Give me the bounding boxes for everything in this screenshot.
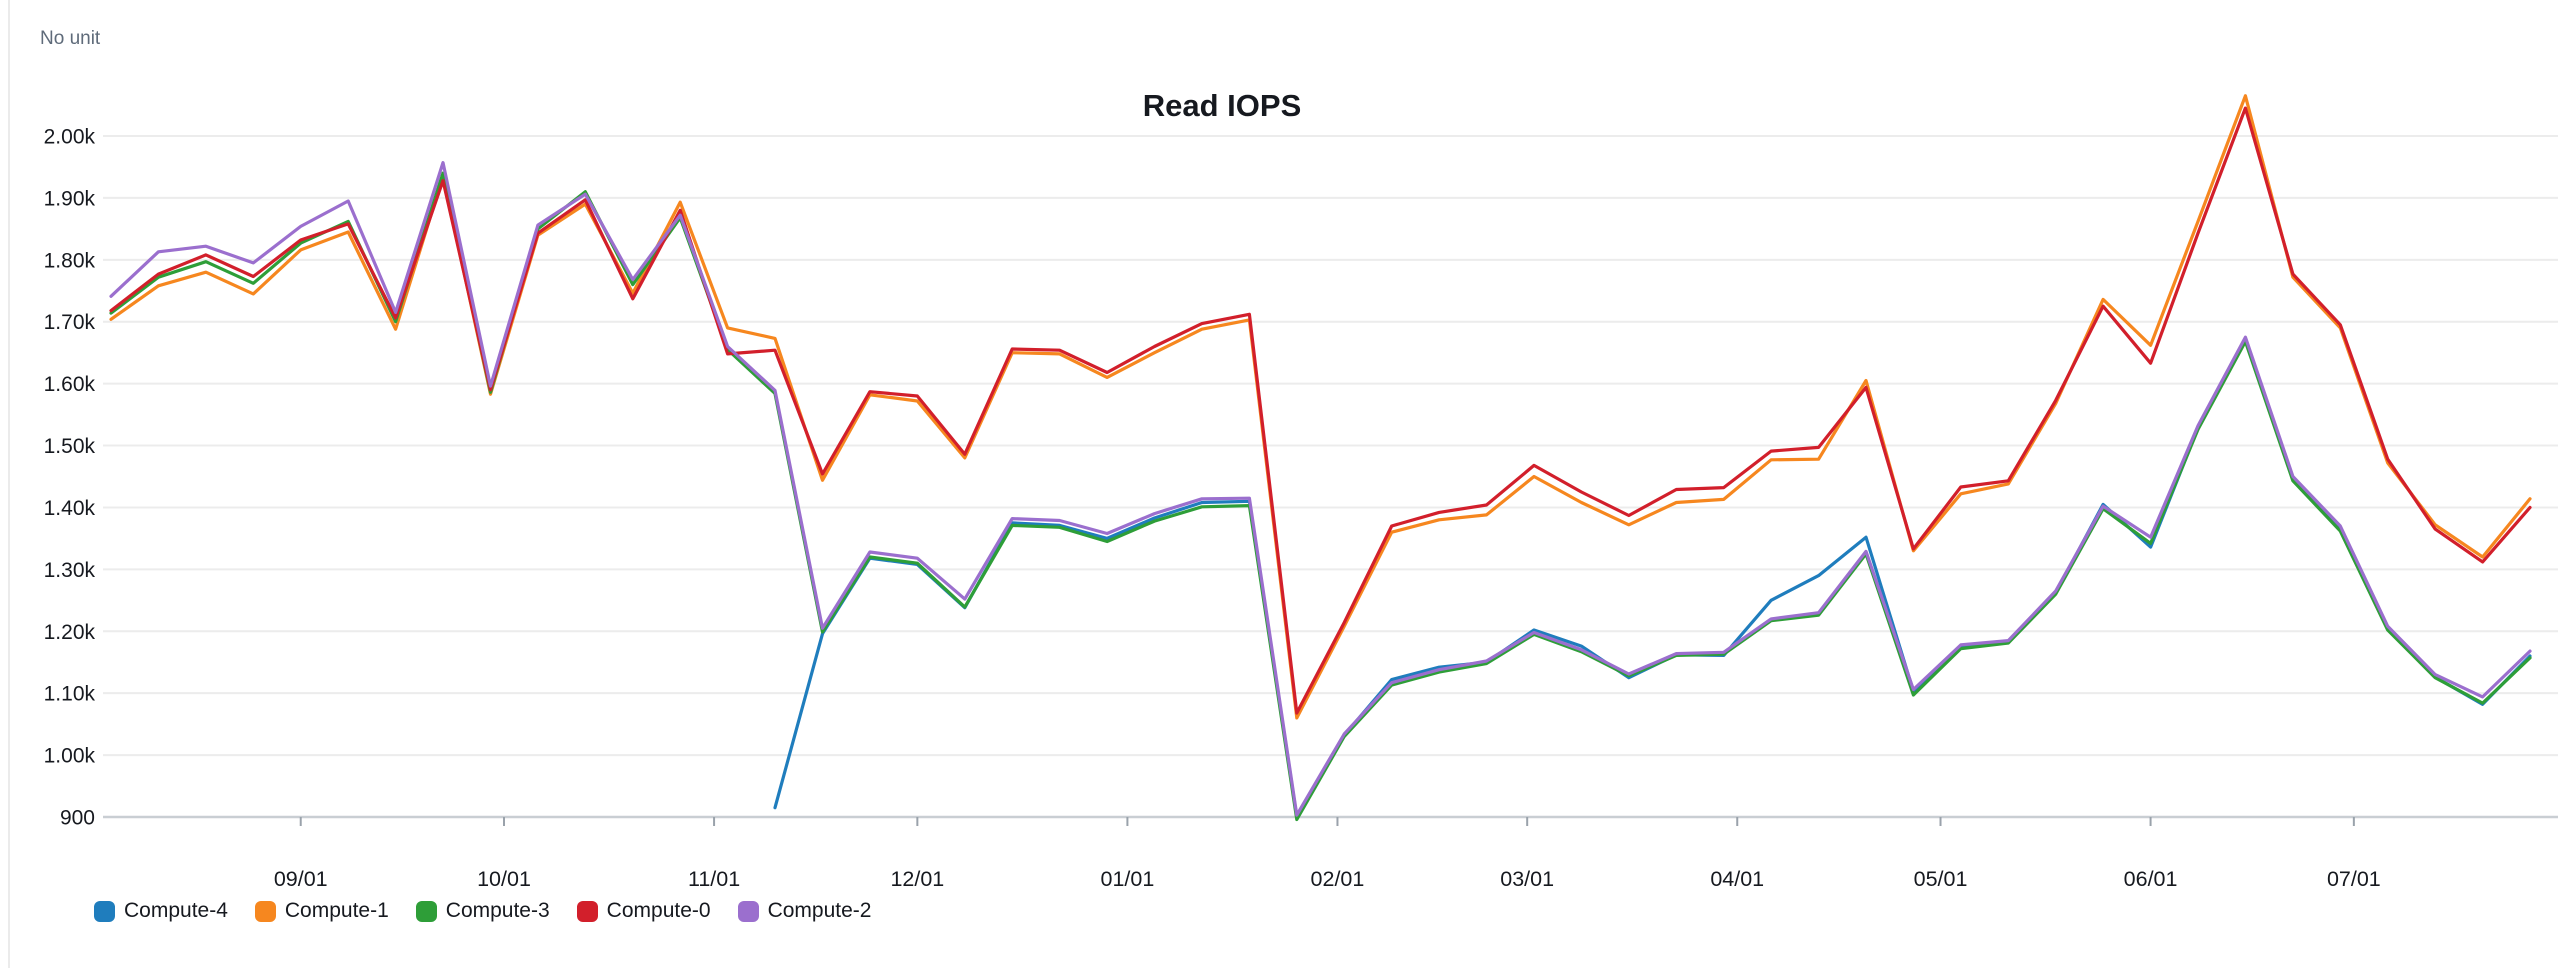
legend-item-compute-1[interactable]: Compute-1 [254, 899, 389, 923]
series-line-compute-1[interactable] [109, 94, 2532, 720]
legend-swatch-compute-3 [415, 900, 437, 922]
legend-label: Compute-0 [606, 899, 711, 922]
legend-item-compute-4[interactable]: Compute-4 [94, 899, 228, 923]
y-tick-label: 2.00k [44, 126, 96, 149]
legend-label: Compute-2 [767, 899, 872, 922]
legend-swatch-compute-4 [94, 900, 115, 922]
legend-label: Compute-3 [445, 899, 550, 922]
x-tick-label: 07/01 [2327, 867, 2381, 891]
panel-left-border [8, 0, 10, 968]
y-tick-label: 900 [60, 806, 95, 829]
y-tick-label: 1.30k [44, 559, 96, 582]
legend-item-compute-0[interactable]: Compute-0 [576, 899, 711, 923]
y-axis-labels: 2.00k 1.90k 1.80k 1.70k 1.60k 1.50k 1.40k 1.30k… [44, 126, 96, 830]
y-tick-label: 1.60k [44, 373, 96, 396]
y-tick-label: 1.80k [44, 249, 96, 272]
x-tick-label: 01/01 [1100, 867, 1154, 891]
series-line-compute-2[interactable] [109, 161, 2532, 817]
legend: Compute-4 Compute-1 Compute-3 Compute-0 Comp… [94, 899, 871, 923]
y-tick-label: 1.10k [44, 683, 96, 706]
y-tick-label: 1.50k [44, 435, 96, 458]
chart-title: Read IOPS [1142, 88, 1302, 123]
x-tick-label: 03/01 [1500, 867, 1554, 891]
series-line-compute-4[interactable] [773, 338, 2532, 819]
x-tick-label: 05/01 [1914, 867, 1968, 891]
x-tick-label: 12/01 [890, 867, 944, 891]
legend-item-compute-2[interactable]: Compute-2 [737, 899, 872, 923]
legend-item-compute-3[interactable]: Compute-3 [415, 899, 550, 923]
x-tick-label: 02/01 [1311, 867, 1365, 891]
legend-swatch-compute-2 [737, 900, 759, 922]
x-axis-ticks: 09/01 10/01 11/01 12/01 01/01 02/01 03/01 04/01… [274, 817, 2381, 891]
x-tick-label: 06/01 [2124, 867, 2178, 891]
y-axis-unit-label: No unit [40, 28, 101, 49]
y-tick-label: 1.00k [44, 745, 96, 768]
y-tick-label: 1.40k [44, 497, 96, 520]
gridlines [103, 135, 2558, 818]
legend-label: Compute-1 [284, 899, 389, 922]
legend-swatch-compute-0 [576, 900, 598, 922]
x-tick-label: 10/01 [477, 867, 531, 891]
y-tick-label: 1.70k [44, 311, 96, 334]
x-tick-label: 04/01 [1710, 867, 1764, 891]
y-tick-label: 1.90k [44, 187, 96, 210]
series-line-compute-0[interactable] [109, 106, 2532, 715]
x-tick-label: 09/01 [274, 867, 328, 891]
x-tick-label: 11/01 [688, 867, 740, 891]
y-tick-label: 1.20k [44, 621, 96, 644]
legend-label: Compute-4 [124, 899, 228, 922]
legend-swatch-compute-1 [254, 900, 276, 922]
